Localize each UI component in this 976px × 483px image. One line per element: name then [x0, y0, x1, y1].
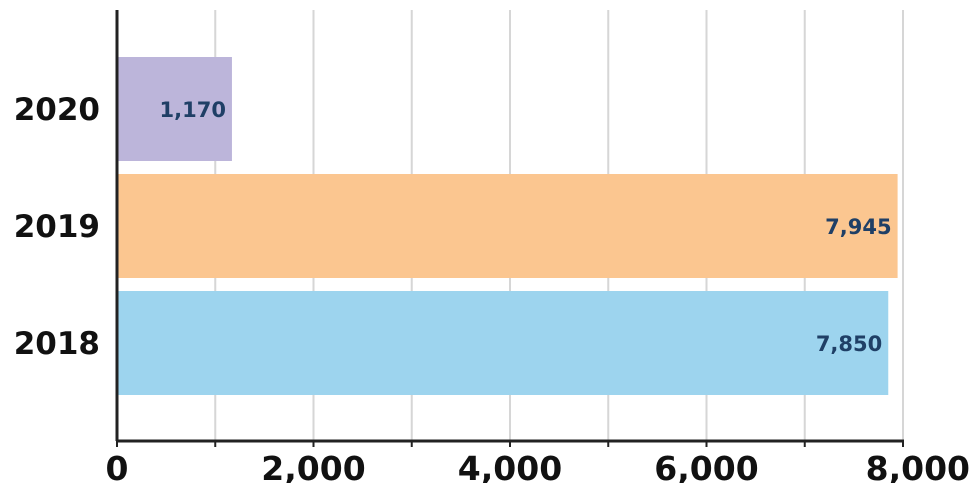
bars — [117, 57, 898, 395]
bar-2019 — [117, 174, 898, 278]
x-tick-label: 6,000 — [654, 449, 758, 483]
category-label-2019: 2019 — [14, 209, 100, 245]
x-tick-label: 2,000 — [261, 449, 365, 483]
axes — [115, 10, 904, 447]
bar-2018 — [117, 291, 889, 395]
data-label-2018: 7,850 — [816, 332, 882, 356]
data-label-2020: 1,170 — [160, 98, 226, 122]
x-tick-label: 0 — [106, 449, 129, 483]
bar-2020 — [117, 57, 232, 161]
data-label-2019: 7,945 — [825, 215, 891, 239]
category-label-2018: 2018 — [14, 326, 100, 362]
x-tick-label: 4,000 — [458, 449, 562, 483]
category-label-2020: 2020 — [14, 92, 100, 128]
x-tick-label: 8,000 — [866, 449, 970, 483]
labels: 1,170 2020 7,945 2019 7,850 2018 0 2,000 4,000 6,… — [14, 92, 970, 483]
